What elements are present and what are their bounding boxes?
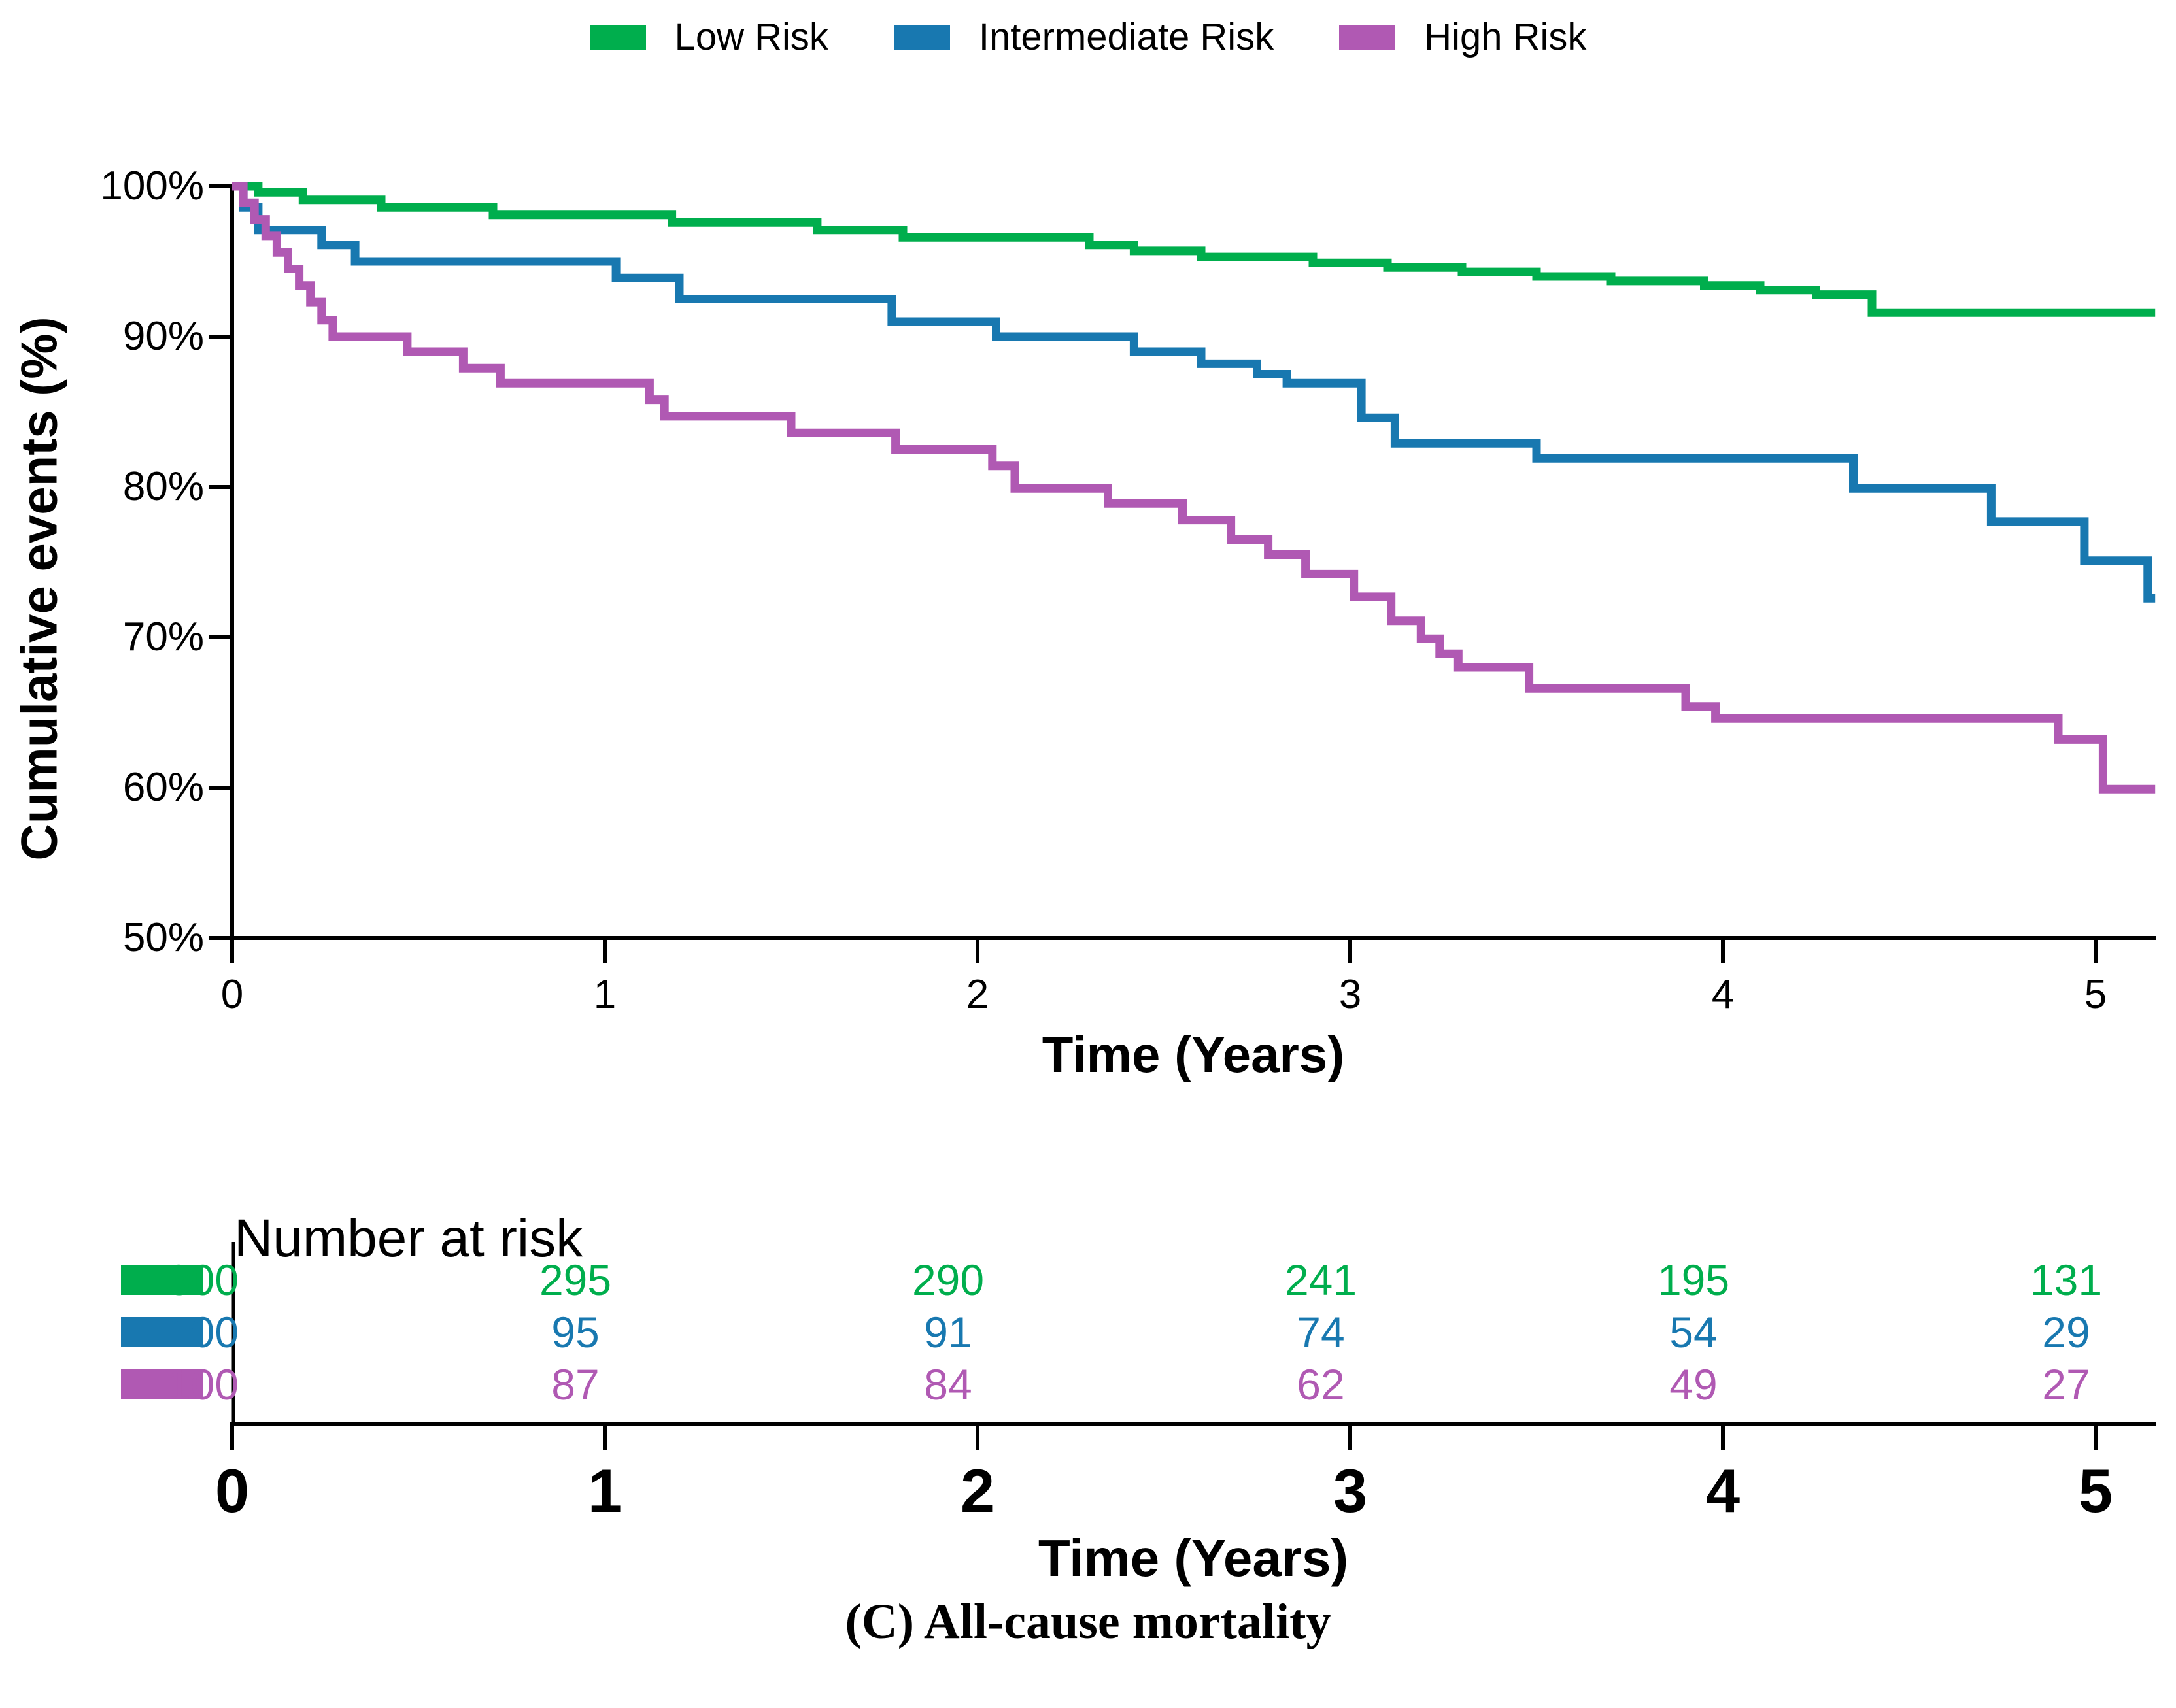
x-tick-label: 0 [220, 972, 244, 1017]
x-tick-label: 4 [1711, 972, 1735, 1017]
at-risk-count: 49 [1669, 1360, 1718, 1409]
x-axis-title: Time (Years) [1042, 1026, 1345, 1083]
legend-label-high-risk: High Risk [1424, 16, 1587, 58]
at-risk-count: 29 [2042, 1308, 2090, 1356]
legend-item-low-risk: Low Risk [589, 16, 828, 58]
at-risk-count: 195 [1657, 1256, 1730, 1304]
at-risk-time-label: 2 [960, 1456, 995, 1525]
x-tick-label: 2 [966, 972, 989, 1017]
at-risk-time-label: 1 [587, 1456, 622, 1525]
at-risk-time-label: 4 [1705, 1456, 1741, 1525]
legend-item-intermediate-risk: Intermediate Risk [893, 16, 1274, 58]
legend-label-intermediate-risk: Intermediate Risk [978, 16, 1274, 58]
x-tick-label: 1 [593, 972, 617, 1017]
number-at-risk-heading: Number at risk [234, 1209, 583, 1268]
at-risk-time-label: 5 [2078, 1456, 2113, 1525]
at-risk-count: 84 [924, 1360, 972, 1409]
chart-legend: Low Risk Intermediate Risk High Risk [0, 18, 2176, 56]
at-risk-count: 100 [166, 1308, 239, 1356]
at-risk-count: 74 [1297, 1308, 1345, 1356]
at-risk-count: 91 [924, 1308, 972, 1356]
at-risk-count: 100 [166, 1360, 239, 1409]
figure-caption: (C) All-cause mortality [845, 1594, 1331, 1649]
at-risk-swatch-high-risk [121, 1369, 203, 1399]
y-tick-label: 90% [122, 314, 204, 359]
legend-label-low-risk: Low Risk [674, 16, 828, 58]
legend-swatch-low-risk [589, 25, 646, 50]
at-risk-count: 27 [2042, 1360, 2090, 1409]
y-axis-title: Cumulative events (%) [10, 316, 68, 861]
at-risk-count: 62 [1297, 1360, 1345, 1409]
at-risk-count: 54 [1669, 1308, 1718, 1356]
at-risk-count: 241 [1284, 1256, 1357, 1304]
at-risk-time-label: 0 [214, 1456, 250, 1525]
at-risk-x-axis-title: Time (Years) [1038, 1529, 1349, 1587]
at-risk-swatch-low-risk [121, 1265, 203, 1295]
y-tick-label: 50% [122, 915, 204, 960]
at-risk-count: 87 [551, 1360, 600, 1409]
x-tick-label: 3 [1338, 972, 1362, 1017]
at-risk-count: 300 [166, 1256, 239, 1304]
x-tick-label: 5 [2084, 972, 2107, 1017]
at-risk-count: 131 [2030, 1256, 2103, 1304]
y-tick-label: 70% [122, 614, 204, 660]
at-risk-swatch-intermediate-risk [121, 1317, 203, 1347]
survival-curve-low-risk [232, 182, 2156, 317]
legend-swatch-intermediate-risk [893, 25, 950, 50]
at-risk-count: 95 [551, 1308, 600, 1356]
y-tick-label: 100% [100, 163, 204, 209]
survival-curve-intermediate-risk [232, 182, 2156, 603]
legend-item-high-risk: High Risk [1339, 18, 1586, 56]
y-tick-label: 80% [122, 464, 204, 509]
at-risk-count: 290 [911, 1256, 985, 1304]
at-risk-time-label: 3 [1333, 1456, 1368, 1525]
at-risk-count: 295 [539, 1256, 612, 1304]
legend-swatch-high-risk [1339, 25, 1396, 50]
y-tick-label: 60% [122, 765, 204, 810]
survival-curve-high-risk [232, 182, 2156, 794]
